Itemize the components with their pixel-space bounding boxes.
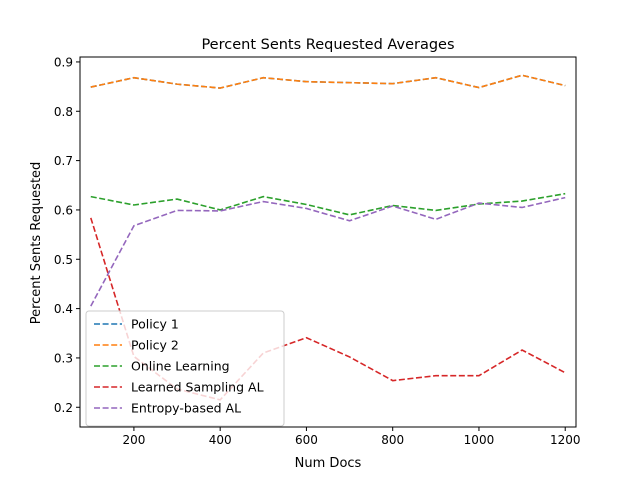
y-tick-label: 0.2 [54, 401, 73, 415]
x-tick-label: 600 [295, 433, 318, 447]
legend-entry-label: Learned Sampling AL [131, 380, 264, 395]
legend: Policy 1 Policy 2 Online Learning Learned S… [85, 310, 285, 427]
series-line-policy-2 [90, 74, 566, 89]
axes-frame [79, 56, 577, 428]
y-tick-label: 0.8 [54, 105, 73, 119]
x-axis-ticks: 200 400 600 800 1000 1200 [122, 427, 580, 447]
y-tick-label: 0.9 [54, 55, 73, 69]
legend-entry-label: Policy 1 [131, 317, 179, 332]
y-tick-label: 0.7 [54, 154, 73, 168]
y-tick-label: 0.3 [54, 351, 73, 365]
legend-entry-label: Policy 2 [131, 338, 179, 353]
x-tick-label: 200 [122, 433, 145, 447]
y-tick-label: 0.6 [54, 203, 73, 217]
legend-entry-label: Online Learning [131, 359, 230, 374]
x-tick-label: 1200 [550, 433, 581, 447]
x-tick-label: 400 [209, 433, 232, 447]
x-tick-label: 1000 [464, 433, 495, 447]
y-tick-label: 0.4 [54, 302, 73, 316]
y-axis-ticks: 0.2 0.3 0.4 0.5 0.6 0.7 0.8 0.9 [54, 55, 80, 415]
series-line-online-learning [90, 192, 566, 216]
x-axis-label: Num Docs [295, 456, 362, 471]
series-line-entropy-based-al [90, 196, 566, 307]
x-tick-label: 800 [381, 433, 404, 447]
y-axis-label: Percent Sents Requested [29, 162, 44, 325]
y-tick-label: 0.5 [54, 253, 73, 267]
legend-entry-label: Entropy-based AL [131, 401, 241, 416]
legend-box [85, 310, 285, 427]
chart-title: Percent Sents Requested Averages [201, 37, 454, 53]
